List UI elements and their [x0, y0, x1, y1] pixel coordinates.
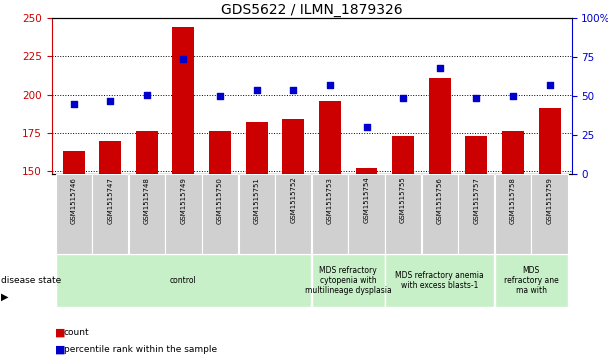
- Text: GSM1515750: GSM1515750: [217, 177, 223, 224]
- Text: GSM1515747: GSM1515747: [107, 177, 113, 224]
- Point: [508, 93, 518, 99]
- Bar: [539, 109, 561, 174]
- Text: MDS refractory anemia
with excess blasts-1: MDS refractory anemia with excess blasts…: [395, 271, 484, 290]
- FancyBboxPatch shape: [495, 174, 531, 254]
- FancyBboxPatch shape: [312, 254, 385, 307]
- FancyBboxPatch shape: [385, 174, 421, 254]
- Point: [362, 125, 371, 130]
- FancyBboxPatch shape: [531, 174, 568, 254]
- Text: GSM1515757: GSM1515757: [474, 177, 479, 224]
- Text: MDS refractory
cytopenia with
multilineage dysplasia: MDS refractory cytopenia with multilinea…: [305, 265, 392, 295]
- Bar: [209, 131, 231, 174]
- Text: count: count: [64, 328, 89, 337]
- Bar: [429, 78, 451, 174]
- Point: [215, 93, 225, 99]
- Text: GSM1515751: GSM1515751: [254, 177, 260, 224]
- Bar: [246, 122, 268, 174]
- Point: [105, 98, 115, 104]
- Bar: [465, 136, 488, 174]
- Text: GSM1515746: GSM1515746: [71, 177, 77, 224]
- Text: GSM1515753: GSM1515753: [327, 177, 333, 224]
- Text: percentile rank within the sample: percentile rank within the sample: [64, 345, 217, 354]
- Point: [288, 87, 298, 93]
- Text: GSM1515755: GSM1515755: [400, 177, 406, 223]
- Text: GSM1515756: GSM1515756: [437, 177, 443, 224]
- Point: [325, 82, 335, 88]
- Bar: [319, 101, 341, 174]
- Point: [69, 101, 78, 107]
- FancyBboxPatch shape: [458, 174, 494, 254]
- Text: ■: ■: [55, 344, 65, 354]
- FancyBboxPatch shape: [165, 174, 202, 254]
- Bar: [282, 119, 304, 174]
- Point: [179, 56, 188, 62]
- FancyBboxPatch shape: [385, 254, 494, 307]
- FancyBboxPatch shape: [421, 174, 458, 254]
- Bar: [99, 140, 121, 174]
- FancyBboxPatch shape: [92, 174, 128, 254]
- Text: ■: ■: [55, 327, 65, 337]
- Text: GSM1515752: GSM1515752: [290, 177, 296, 223]
- Text: ▶: ▶: [1, 292, 8, 302]
- FancyBboxPatch shape: [348, 174, 385, 254]
- Bar: [136, 131, 158, 174]
- FancyBboxPatch shape: [129, 174, 165, 254]
- Point: [252, 87, 261, 93]
- Text: GSM1515748: GSM1515748: [144, 177, 150, 224]
- Text: GSM1515758: GSM1515758: [510, 177, 516, 224]
- FancyBboxPatch shape: [275, 174, 311, 254]
- Bar: [356, 168, 378, 174]
- Point: [142, 92, 152, 98]
- FancyBboxPatch shape: [312, 174, 348, 254]
- Point: [398, 95, 408, 101]
- Title: GDS5622 / ILMN_1879326: GDS5622 / ILMN_1879326: [221, 3, 402, 17]
- Bar: [173, 27, 195, 174]
- FancyBboxPatch shape: [202, 174, 238, 254]
- Point: [435, 65, 444, 71]
- FancyBboxPatch shape: [55, 174, 92, 254]
- Bar: [502, 131, 524, 174]
- Text: disease state: disease state: [1, 276, 61, 285]
- Text: MDS
refractory ane
ma with: MDS refractory ane ma with: [504, 265, 559, 295]
- Point: [545, 82, 554, 88]
- Text: GSM1515749: GSM1515749: [181, 177, 187, 224]
- Point: [471, 95, 481, 101]
- Text: GSM1515754: GSM1515754: [364, 177, 370, 223]
- FancyBboxPatch shape: [55, 254, 311, 307]
- FancyBboxPatch shape: [495, 254, 568, 307]
- Bar: [392, 136, 414, 174]
- Bar: [63, 151, 85, 174]
- Text: GSM1515759: GSM1515759: [547, 177, 553, 224]
- FancyBboxPatch shape: [238, 174, 275, 254]
- Text: control: control: [170, 276, 197, 285]
